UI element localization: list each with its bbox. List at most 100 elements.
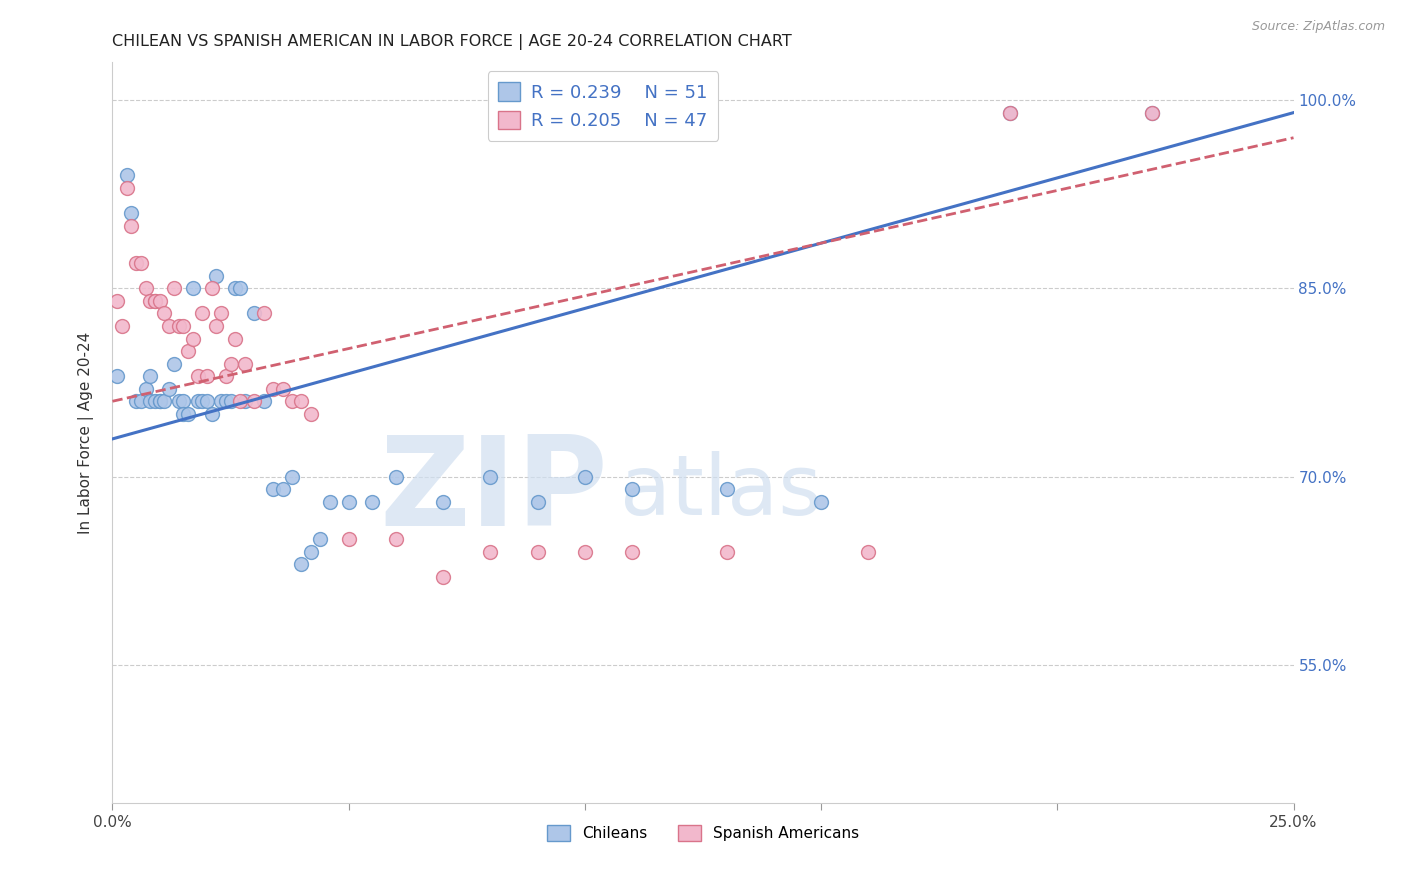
- Point: [167, 394, 190, 409]
- Point: [262, 382, 284, 396]
- Point: [716, 482, 738, 496]
- Point: [281, 469, 304, 483]
- Text: ZIP: ZIP: [380, 432, 609, 552]
- Point: [998, 105, 1021, 120]
- Point: [153, 306, 176, 320]
- Point: [432, 570, 454, 584]
- Point: [361, 494, 384, 508]
- Point: [229, 281, 252, 295]
- Point: [432, 494, 454, 508]
- Point: [115, 181, 138, 195]
- Point: [253, 306, 276, 320]
- Point: [219, 394, 242, 409]
- Text: CHILEAN VS SPANISH AMERICAN IN LABOR FORCE | AGE 20-24 CORRELATION CHART: CHILEAN VS SPANISH AMERICAN IN LABOR FOR…: [112, 34, 792, 50]
- Legend: Chileans, Spanish Americans: Chileans, Spanish Americans: [541, 819, 865, 847]
- Point: [105, 369, 128, 384]
- Point: [139, 369, 162, 384]
- Point: [1140, 105, 1163, 120]
- Point: [224, 331, 246, 345]
- Point: [149, 293, 172, 308]
- Point: [290, 558, 312, 572]
- Point: [385, 533, 408, 547]
- Point: [181, 331, 204, 345]
- Point: [125, 256, 148, 270]
- Point: [810, 494, 832, 508]
- Point: [177, 344, 200, 359]
- Point: [125, 394, 148, 409]
- Point: [153, 394, 176, 409]
- Point: [337, 533, 360, 547]
- Point: [243, 306, 266, 320]
- Point: [479, 469, 502, 483]
- Point: [219, 357, 242, 371]
- Point: [998, 105, 1021, 120]
- Point: [120, 206, 142, 220]
- Point: [621, 545, 644, 559]
- Text: Source: ZipAtlas.com: Source: ZipAtlas.com: [1251, 20, 1385, 33]
- Point: [120, 219, 142, 233]
- Point: [177, 407, 200, 421]
- Point: [574, 545, 596, 559]
- Point: [205, 268, 228, 283]
- Point: [479, 545, 502, 559]
- Point: [139, 293, 162, 308]
- Point: [299, 407, 322, 421]
- Point: [215, 394, 238, 409]
- Point: [115, 169, 138, 183]
- Point: [172, 394, 194, 409]
- Point: [135, 382, 157, 396]
- Point: [172, 407, 194, 421]
- Point: [233, 357, 256, 371]
- Point: [215, 369, 238, 384]
- Point: [149, 394, 172, 409]
- Point: [574, 469, 596, 483]
- Point: [181, 281, 204, 295]
- Point: [143, 293, 166, 308]
- Point: [201, 407, 224, 421]
- Point: [157, 382, 180, 396]
- Point: [271, 382, 294, 396]
- Point: [299, 545, 322, 559]
- Point: [149, 394, 172, 409]
- Point: [163, 357, 186, 371]
- Point: [224, 281, 246, 295]
- Point: [143, 394, 166, 409]
- Point: [858, 545, 880, 559]
- Point: [1140, 105, 1163, 120]
- Point: [105, 293, 128, 308]
- Point: [135, 281, 157, 295]
- Point: [262, 482, 284, 496]
- Point: [621, 482, 644, 496]
- Point: [191, 394, 214, 409]
- Point: [195, 369, 218, 384]
- Point: [186, 394, 208, 409]
- Point: [139, 394, 162, 409]
- Point: [319, 494, 342, 508]
- Point: [209, 394, 232, 409]
- Point: [309, 533, 332, 547]
- Point: [111, 318, 134, 333]
- Point: [233, 394, 256, 409]
- Point: [290, 394, 312, 409]
- Y-axis label: In Labor Force | Age 20-24: In Labor Force | Age 20-24: [77, 332, 94, 533]
- Point: [253, 394, 276, 409]
- Point: [205, 318, 228, 333]
- Point: [129, 394, 152, 409]
- Point: [716, 545, 738, 559]
- Point: [163, 281, 186, 295]
- Point: [201, 281, 224, 295]
- Point: [129, 256, 152, 270]
- Point: [281, 394, 304, 409]
- Text: atlas: atlas: [620, 451, 823, 533]
- Point: [172, 318, 194, 333]
- Point: [195, 394, 218, 409]
- Point: [157, 318, 180, 333]
- Point: [191, 306, 214, 320]
- Point: [526, 545, 548, 559]
- Point: [209, 306, 232, 320]
- Point: [271, 482, 294, 496]
- Point: [337, 494, 360, 508]
- Point: [385, 469, 408, 483]
- Point: [143, 293, 166, 308]
- Point: [229, 394, 252, 409]
